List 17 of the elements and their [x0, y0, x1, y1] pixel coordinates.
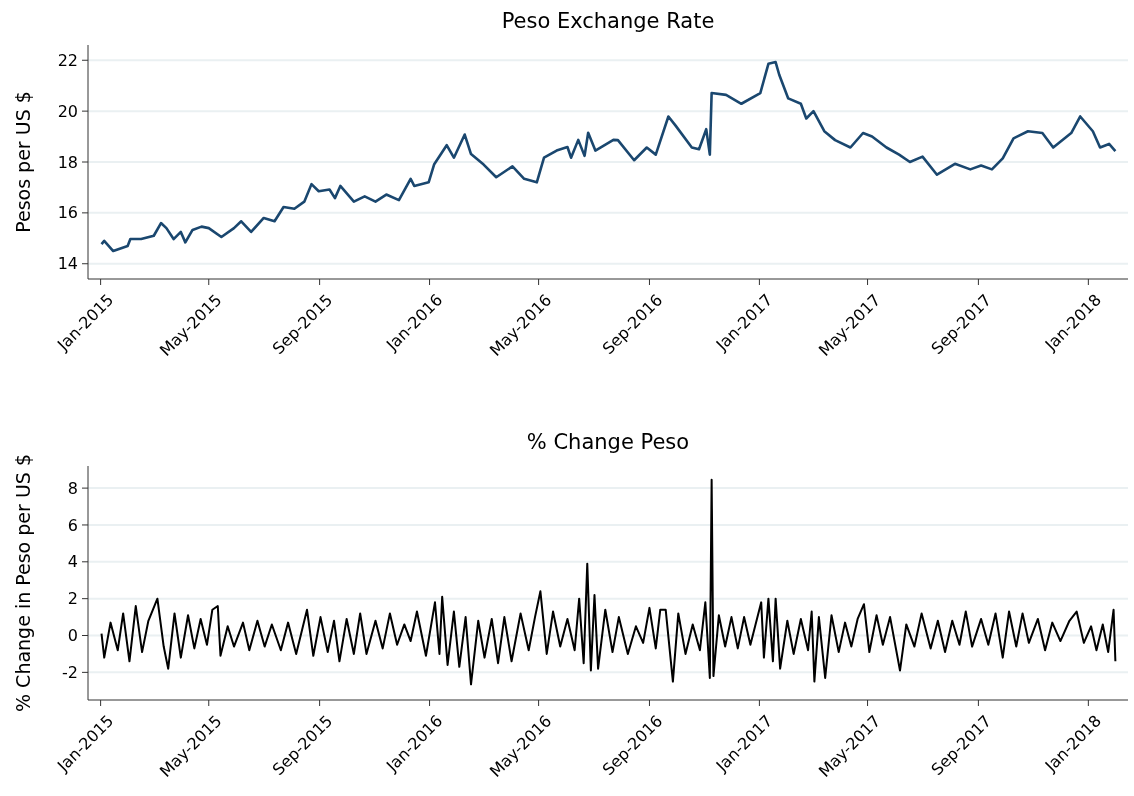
line-series — [100, 60, 1117, 253]
y-tick-label: 0 — [67, 626, 78, 646]
y-tick-label: 22 — [57, 50, 78, 70]
y-tick-label: -2 — [62, 662, 78, 682]
chart-title: % Change Peso — [526, 430, 690, 454]
line-series — [100, 478, 1117, 686]
y-tick-label: 18 — [57, 152, 78, 172]
y-tick-label: 4 — [67, 552, 78, 572]
y-tick-label: 8 — [67, 478, 78, 498]
y-tick-label: 6 — [67, 515, 78, 535]
y-tick-label: 20 — [57, 101, 78, 121]
y-axis-title: % Change in Peso per US $ — [12, 454, 34, 712]
y-axis-title: Pesos per US $ — [12, 91, 34, 233]
y-tick-label: 2 — [67, 589, 78, 609]
y-tick-label: 14 — [57, 254, 78, 274]
chart-title: Peso Exchange Rate — [501, 9, 715, 33]
y-tick-label: 16 — [57, 203, 78, 223]
